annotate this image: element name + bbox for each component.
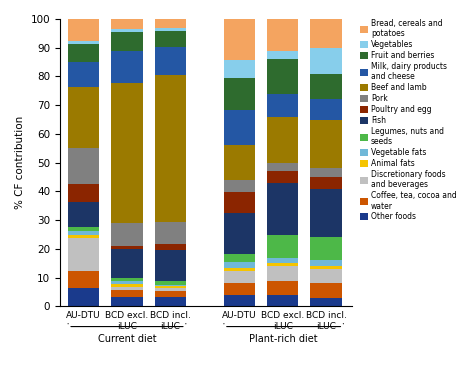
- Bar: [224, 180, 255, 192]
- Bar: [267, 59, 298, 94]
- Bar: [68, 184, 99, 202]
- Bar: [155, 31, 186, 47]
- Bar: [155, 75, 186, 222]
- Bar: [310, 99, 342, 119]
- Bar: [111, 297, 143, 307]
- Bar: [267, 51, 298, 59]
- Bar: [267, 257, 298, 263]
- Bar: [111, 290, 143, 297]
- Bar: [155, 285, 186, 286]
- Bar: [111, 281, 143, 284]
- Bar: [310, 74, 342, 99]
- Bar: [111, 287, 143, 290]
- Bar: [310, 48, 342, 74]
- Bar: [310, 177, 342, 189]
- Bar: [68, 235, 99, 238]
- Bar: [310, 119, 342, 169]
- Bar: [310, 269, 342, 284]
- Bar: [224, 212, 255, 254]
- Bar: [111, 284, 143, 287]
- Y-axis label: % CF contribution: % CF contribution: [15, 116, 25, 209]
- Bar: [68, 271, 99, 288]
- Legend: Bread, cereals and
potatoes, Vegetables, Fruit and berries, Milk, dairy products: Bread, cereals and potatoes, Vegetables,…: [359, 17, 458, 223]
- Bar: [267, 163, 298, 171]
- Bar: [310, 260, 342, 266]
- Bar: [111, 249, 143, 278]
- Bar: [155, 47, 186, 75]
- Bar: [267, 280, 298, 295]
- Bar: [224, 19, 255, 60]
- Bar: [224, 295, 255, 307]
- Bar: [224, 254, 255, 262]
- Bar: [68, 202, 99, 228]
- Bar: [68, 231, 99, 235]
- Bar: [68, 288, 99, 307]
- Bar: [267, 263, 298, 266]
- Bar: [224, 145, 255, 180]
- Bar: [68, 44, 99, 62]
- Bar: [267, 171, 298, 183]
- Bar: [310, 266, 342, 269]
- Bar: [155, 244, 186, 250]
- Bar: [155, 297, 186, 307]
- Bar: [310, 298, 342, 307]
- Bar: [224, 192, 255, 212]
- Bar: [68, 148, 99, 184]
- Bar: [224, 77, 255, 110]
- Bar: [111, 83, 143, 223]
- Bar: [68, 87, 99, 148]
- Bar: [155, 222, 186, 244]
- Bar: [224, 271, 255, 283]
- Bar: [267, 295, 298, 307]
- Bar: [224, 110, 255, 145]
- Bar: [111, 246, 143, 249]
- Bar: [267, 183, 298, 235]
- Bar: [267, 94, 298, 117]
- Bar: [267, 266, 298, 280]
- Bar: [111, 223, 143, 246]
- Bar: [111, 32, 143, 51]
- Bar: [111, 278, 143, 281]
- Bar: [68, 238, 99, 271]
- Bar: [267, 19, 298, 51]
- Bar: [267, 235, 298, 257]
- Bar: [224, 262, 255, 268]
- Bar: [310, 189, 342, 237]
- Bar: [68, 40, 99, 44]
- Bar: [68, 62, 99, 87]
- Bar: [111, 51, 143, 83]
- Bar: [310, 169, 342, 177]
- Bar: [111, 29, 143, 32]
- Bar: [155, 250, 186, 282]
- Bar: [224, 60, 255, 77]
- Text: Current diet: Current diet: [98, 334, 156, 344]
- Bar: [267, 117, 298, 163]
- Bar: [155, 282, 186, 285]
- Text: Plant-rich diet: Plant-rich diet: [249, 334, 318, 344]
- Bar: [68, 228, 99, 231]
- Bar: [155, 28, 186, 31]
- Bar: [310, 237, 342, 260]
- Bar: [310, 284, 342, 298]
- Bar: [224, 283, 255, 295]
- Bar: [68, 19, 99, 40]
- Bar: [155, 19, 186, 28]
- Bar: [310, 19, 342, 48]
- Bar: [155, 286, 186, 288]
- Bar: [155, 291, 186, 297]
- Bar: [224, 268, 255, 271]
- Bar: [155, 288, 186, 291]
- Bar: [111, 19, 143, 29]
